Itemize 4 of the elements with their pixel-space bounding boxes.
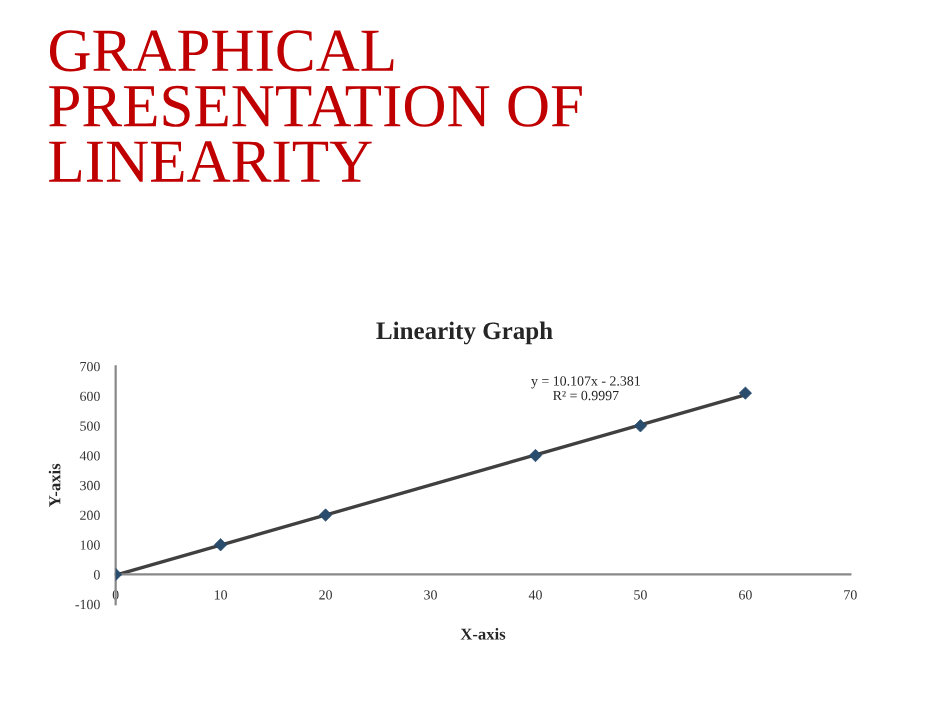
y-axis-title: Y-axis <box>48 463 61 507</box>
chart-subtitle: Linearity Graph <box>376 321 553 345</box>
chart-title: GRAPHICAL PRESENTATION OF LINEARITY <box>49 30 582 182</box>
x-axis-title: X-axis <box>460 627 506 640</box>
